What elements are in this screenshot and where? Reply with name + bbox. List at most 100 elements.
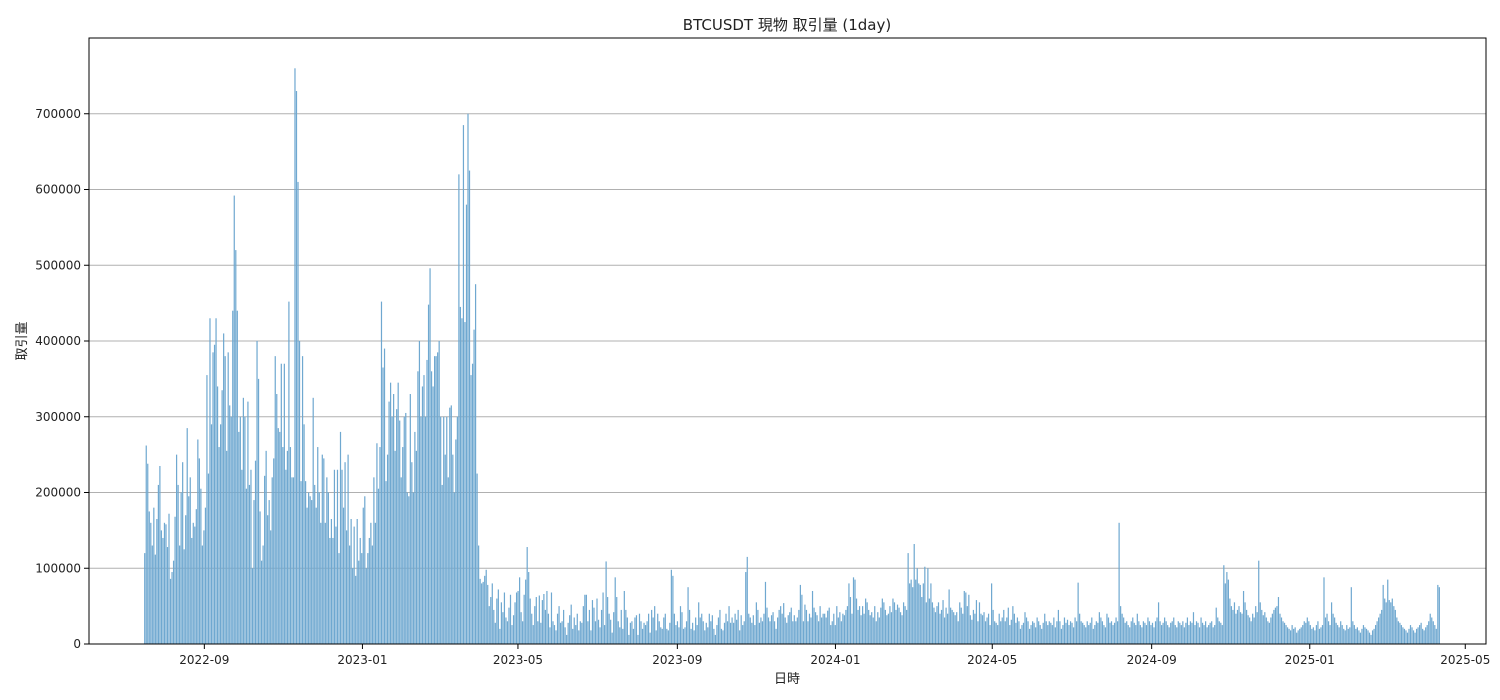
volume-bar	[566, 634, 568, 644]
volume-bar	[810, 617, 812, 644]
volume-bar	[910, 579, 912, 644]
volume-bar	[447, 477, 449, 644]
volume-bar	[804, 604, 806, 644]
volume-bar	[531, 613, 533, 644]
volume-bar	[552, 621, 554, 644]
volume-bar	[321, 454, 323, 645]
y-tick-label: 100000	[35, 561, 81, 575]
volume-bar	[896, 604, 899, 644]
volume-bar	[226, 450, 228, 644]
volume-bar	[977, 621, 979, 644]
volume-bar	[635, 615, 638, 644]
volume-bar	[594, 621, 597, 644]
volume-bar	[478, 545, 480, 644]
volume-bar	[561, 621, 563, 644]
volume-bar	[1059, 621, 1061, 644]
volume-bar	[429, 268, 431, 644]
volume-bar	[289, 447, 292, 644]
volume-bar	[555, 630, 557, 644]
volume-bar	[213, 344, 216, 644]
volume-bar	[1242, 590, 1245, 644]
volume-bar	[904, 606, 906, 645]
volume-bar	[509, 594, 512, 644]
volume-bar	[1399, 622, 1401, 644]
volume-bar	[575, 625, 577, 644]
volume-bar	[175, 454, 178, 645]
volume-bar	[1405, 630, 1407, 644]
volume-bar	[644, 625, 647, 644]
volume-bar	[1291, 625, 1293, 644]
volume-bar	[206, 375, 208, 644]
volume-bar	[514, 602, 516, 644]
volume-bar	[342, 507, 345, 644]
volume-bar	[591, 600, 594, 644]
volume-bar	[1208, 625, 1210, 644]
volume-bar	[1129, 627, 1131, 644]
volume-bar	[773, 621, 776, 644]
volume-bar	[863, 613, 865, 644]
volume-bar	[1230, 606, 1233, 645]
volume-bar	[725, 613, 727, 644]
volume-bar	[567, 622, 569, 644]
volume-bar	[515, 592, 518, 644]
volume-bar	[418, 341, 421, 644]
volume-bar	[455, 439, 457, 644]
volume-bar	[251, 568, 254, 644]
volume-bar	[1168, 627, 1170, 644]
volume-bar	[528, 572, 530, 644]
volume-bar	[734, 613, 736, 644]
volume-bar	[1314, 630, 1316, 644]
volume-bar	[1346, 625, 1348, 644]
volume-bar	[1162, 622, 1164, 644]
volume-bar	[456, 416, 458, 644]
volume-bar	[309, 496, 311, 644]
volume-bar	[1359, 632, 1362, 644]
volume-bar	[936, 606, 938, 645]
volume-bar	[262, 545, 264, 644]
volume-bar	[1185, 622, 1187, 644]
volume-bar	[740, 615, 742, 644]
volume-bar	[332, 537, 334, 644]
volume-bar	[1033, 622, 1035, 644]
volume-bar	[603, 625, 606, 644]
volume-bar	[1188, 625, 1190, 644]
volume-bar	[550, 592, 553, 644]
volume-bar	[239, 416, 241, 644]
volume-bar	[353, 526, 355, 644]
volume-bar	[159, 465, 161, 644]
volume-bar	[535, 597, 537, 644]
volume-bar	[335, 526, 337, 644]
chart-title: BTCUSDT 現物 取引量 (1day)	[683, 16, 891, 34]
volume-bar	[1282, 621, 1284, 644]
volume-bar	[819, 606, 821, 645]
x-tick-label: 2024-05	[967, 653, 1017, 667]
volume-bar	[777, 617, 779, 644]
volume-bar	[426, 359, 428, 644]
volume-bar	[268, 500, 270, 644]
volume-bar	[487, 584, 489, 644]
volume-bar	[1083, 625, 1085, 644]
volume-bar	[881, 598, 883, 644]
volume-bar	[459, 306, 462, 644]
volume-bar	[298, 341, 301, 644]
volume-bar	[790, 607, 792, 644]
volume-bar	[465, 204, 468, 644]
volume-bar	[842, 613, 844, 644]
volume-bar	[748, 613, 750, 644]
volume-bar	[232, 310, 234, 644]
volume-bar	[180, 492, 182, 644]
volume-bar	[517, 590, 519, 644]
volume-bar	[1113, 622, 1116, 644]
volume-bar	[1197, 622, 1199, 644]
volume-bar	[874, 606, 876, 645]
volume-bar	[1393, 606, 1395, 645]
volume-bar	[1003, 609, 1005, 644]
volume-bar	[628, 634, 630, 644]
volume-bar	[203, 530, 205, 645]
volume-bar	[1255, 606, 1257, 645]
volume-bar	[1381, 609, 1383, 644]
volume-bar	[235, 250, 237, 644]
volume-bar	[569, 615, 571, 644]
volume-bar	[687, 587, 689, 644]
